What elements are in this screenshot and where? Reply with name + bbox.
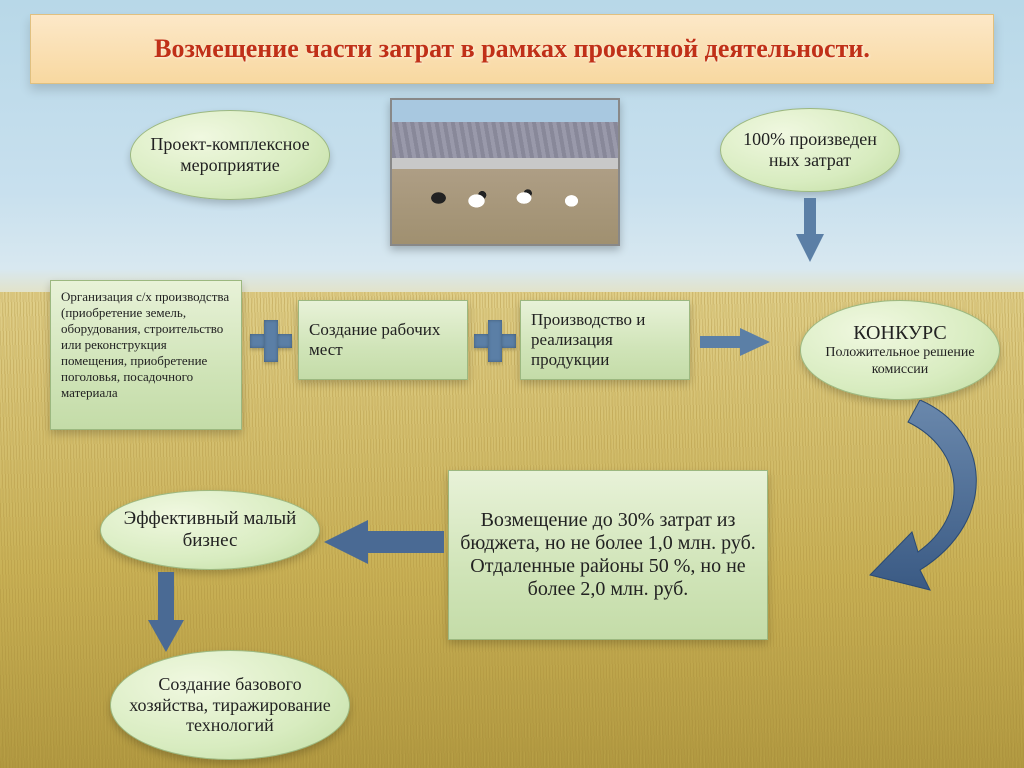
plus-icon-2: [474, 320, 516, 362]
konkurs-title: КОНКУРС: [853, 322, 947, 345]
title-bar: Возмещение части затрат в рамках проектн…: [30, 14, 994, 84]
oval-konkurs: КОНКУРС Положительное решение комиссии: [800, 300, 1000, 400]
rect-org: Организация с/х производства (приобретен…: [50, 280, 242, 430]
rect-refund-text: Возмещение до 30% затрат из бюджета, но …: [459, 509, 757, 601]
page-title: Возмещение части затрат в рамках проектн…: [154, 35, 870, 64]
oval-biznes: Эффективный малый бизнес: [100, 490, 320, 570]
rect-prod: Производство и реализация продукции: [520, 300, 690, 380]
oval-project: Проект-комплексное мероприятие: [130, 110, 330, 200]
plus-icon-1: [250, 320, 292, 362]
cattle-photo: [390, 98, 620, 246]
rect-org-text: Организация с/х производства (приобретен…: [61, 289, 231, 401]
oval-hozyaistvo: Создание базового хозяйства, тиражирован…: [110, 650, 350, 760]
arrow-konkurs-to-refund: [780, 400, 1020, 620]
rect-jobs-text: Создание рабочих мест: [309, 320, 457, 360]
oval-percent-text: 100% произведен ных затрат: [735, 129, 885, 170]
oval-project-text: Проект-комплексное мероприятие: [145, 134, 315, 175]
oval-percent: 100% произведен ных затрат: [720, 108, 900, 192]
arrow-biznes-down: [148, 572, 184, 652]
oval-biznes-text: Эффективный малый бизнес: [115, 508, 305, 552]
konkurs-sub: Положительное решение комиссии: [815, 345, 985, 377]
arrow-to-konkurs: [700, 330, 770, 354]
rect-refund: Возмещение до 30% затрат из бюджета, но …: [448, 470, 768, 640]
rect-jobs: Создание рабочих мест: [298, 300, 468, 380]
oval-hozyaistvo-text: Создание базового хозяйства, тиражирован…: [125, 674, 335, 736]
rect-prod-text: Производство и реализация продукции: [531, 310, 679, 370]
arrow-refund-to-biznes: [324, 520, 444, 564]
arrow-percent-down: [798, 198, 822, 262]
